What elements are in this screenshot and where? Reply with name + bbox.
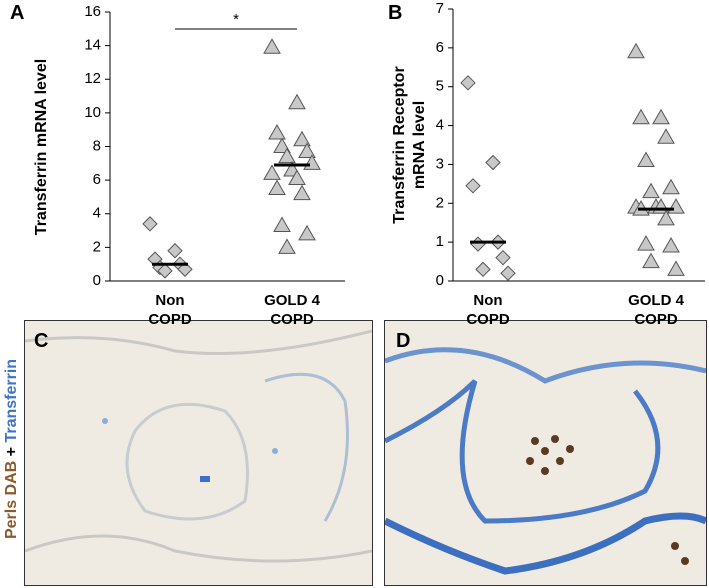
point — [465, 178, 481, 194]
panel-label: C — [34, 330, 49, 352]
point — [652, 108, 670, 125]
point — [500, 265, 516, 281]
x-tick-label: Non COPD — [466, 292, 510, 328]
y-tick-label: 2 — [93, 238, 101, 255]
y-tick-label: 4 — [93, 205, 101, 222]
x-tick-label: Non COPD — [148, 292, 192, 328]
y-tick-label: 3 — [436, 155, 444, 172]
y-axis-label: Transferrin mRNA level — [33, 58, 50, 235]
panel-label: B — [388, 2, 403, 24]
point — [268, 124, 286, 140]
y-tick-label: 14 — [84, 37, 101, 54]
point — [657, 128, 675, 144]
micrograph-c-art — [25, 329, 372, 563]
y-tick-label: 2 — [436, 194, 444, 211]
y-tick-label: 1 — [436, 233, 444, 250]
point — [460, 75, 476, 91]
point — [667, 260, 685, 276]
stain-plus: + — [3, 447, 20, 457]
y-tick-label: 6 — [93, 171, 101, 188]
point — [662, 237, 680, 253]
point — [268, 179, 286, 196]
point — [298, 224, 316, 241]
micrograph-d — [384, 320, 707, 586]
point — [642, 182, 660, 199]
y-tick-label: 7 — [436, 0, 444, 17]
point — [278, 147, 296, 164]
point — [263, 38, 281, 54]
y-tick-label: 12 — [84, 70, 101, 87]
micrograph-c — [24, 320, 373, 586]
point — [263, 164, 281, 180]
y-tick-label: 10 — [84, 104, 101, 121]
point — [632, 108, 650, 125]
y-tick-label: 4 — [436, 117, 444, 134]
point — [278, 238, 296, 254]
panel-label: D — [396, 330, 411, 352]
y-tick-label: 0 — [436, 272, 444, 289]
point — [167, 243, 183, 259]
y-tick-label: 16 — [84, 3, 101, 20]
point — [288, 169, 306, 185]
y-tick-label: 5 — [436, 78, 444, 95]
x-tick-label: GOLD 4 COPD — [264, 292, 320, 328]
y-tick-label: 8 — [93, 137, 101, 154]
point — [495, 249, 511, 266]
stain-perls: Perls DAB — [3, 460, 20, 540]
point — [293, 184, 311, 201]
point — [177, 261, 193, 277]
x-tick-label: GOLD 4 COPD — [628, 292, 684, 328]
point — [288, 93, 306, 110]
point — [273, 137, 291, 153]
stain-transferrin: Transferrin — [3, 358, 20, 443]
point — [637, 151, 655, 168]
point — [657, 209, 675, 226]
y-tick-label: 0 — [93, 272, 101, 289]
point — [475, 261, 491, 278]
point — [667, 198, 685, 214]
micrograph-d-art — [385, 347, 706, 575]
point — [293, 130, 311, 147]
point — [662, 178, 680, 195]
point — [485, 154, 501, 171]
point — [142, 216, 158, 232]
annotation: * — [233, 11, 239, 28]
point — [470, 236, 486, 252]
point — [273, 216, 291, 233]
y-tick-label: 6 — [436, 39, 444, 56]
point — [637, 235, 655, 251]
y-axis-label: Transferrin Receptor mRNA level — [391, 66, 428, 224]
stain-label: Perls DAB + Transferrin — [3, 344, 21, 554]
panel-label: A — [10, 2, 25, 24]
point — [157, 263, 173, 279]
point — [627, 42, 645, 59]
point — [642, 252, 660, 269]
point — [298, 142, 316, 159]
